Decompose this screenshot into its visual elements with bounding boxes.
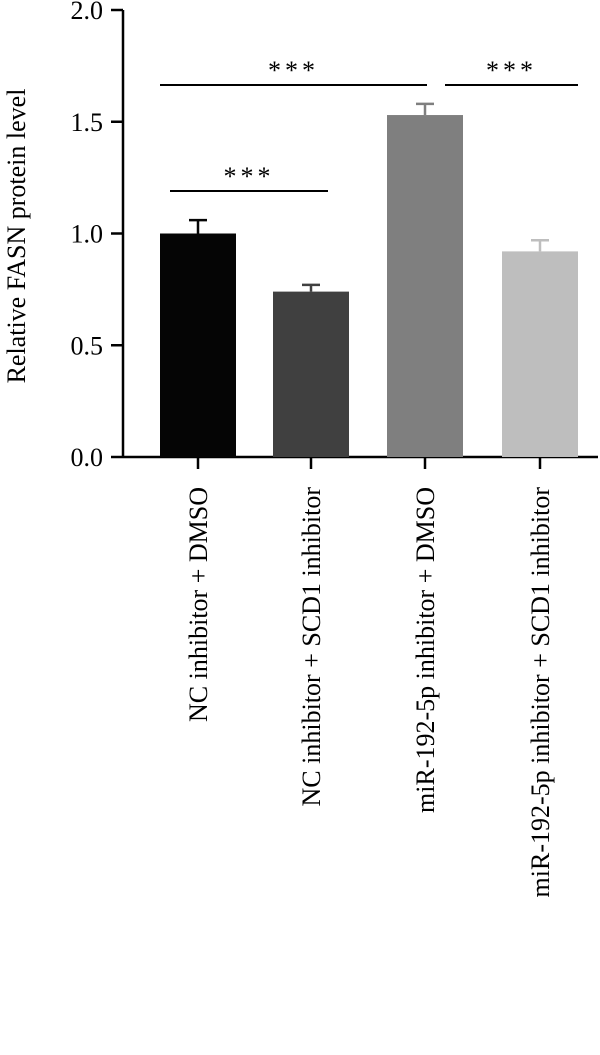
bar <box>387 115 463 458</box>
bar <box>160 233 236 457</box>
y-tick-label: 2.0 <box>71 0 104 25</box>
significance-label: *** <box>268 56 319 85</box>
y-tick-label: 0.0 <box>71 443 104 472</box>
bar <box>273 291 349 457</box>
significance-label: *** <box>224 162 275 191</box>
y-axis-title: Relative FASN protein level <box>2 89 31 384</box>
bar <box>502 251 578 457</box>
y-tick-label: 0.5 <box>71 331 104 360</box>
x-category-label: miR-192-5p inhibitor + DMSO <box>411 487 440 813</box>
x-category-label: NC inhibitor + SCD1 inhibitor <box>297 487 326 807</box>
significance-label: *** <box>486 56 537 85</box>
x-category-label: NC inhibitor + DMSO <box>184 487 213 722</box>
y-tick-label: 1.0 <box>71 220 104 249</box>
y-tick-label: 1.5 <box>71 108 104 137</box>
x-category-label: miR-192-5p inhibitor + SCD1 inhibitor <box>526 487 555 898</box>
